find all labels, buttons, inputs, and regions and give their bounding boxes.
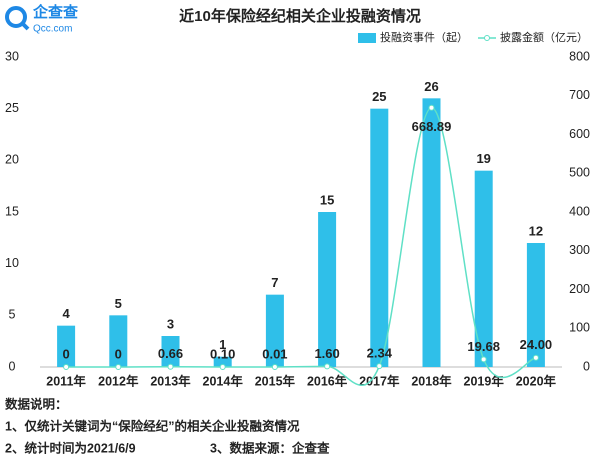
logo-site: Qcc.com	[33, 24, 72, 35]
y2-tick-label: 600	[569, 127, 590, 141]
line-point	[480, 356, 487, 363]
note: 1、仅统计关键词为“保险经纪”的相关企业投融资情况	[5, 418, 300, 433]
line-label: 0.01	[262, 346, 287, 361]
line-point	[532, 354, 539, 361]
note: 数据说明：	[4, 396, 68, 411]
y2-tick-label: 500	[569, 166, 590, 180]
legend-swatch	[484, 35, 490, 41]
line-point	[428, 104, 435, 111]
note: 3、数据来源：企查查	[210, 440, 330, 455]
bar-label: 3	[167, 316, 174, 331]
line-point	[219, 363, 226, 370]
line-point	[324, 363, 331, 370]
bar-label: 12	[529, 223, 543, 238]
line-label: 0	[62, 346, 69, 361]
x-tick-label: 2018年	[411, 373, 452, 388]
logo-name: 企查查	[32, 3, 79, 21]
y-tick-label: 5	[9, 308, 16, 322]
bar	[526, 243, 545, 367]
x-tick-label: 2017年	[359, 373, 400, 388]
bar-label: 5	[115, 296, 122, 311]
y2-tick-label: 300	[569, 243, 590, 257]
bar	[213, 356, 232, 367]
line-label: 0.10	[210, 346, 235, 361]
x-tick-label: 2014年	[203, 373, 244, 388]
y-tick-label: 0	[9, 359, 16, 373]
bar	[109, 315, 128, 367]
x-tick-label: 2015年	[255, 373, 296, 388]
bar-label: 1	[219, 337, 226, 352]
legend-label: 投融资事件（起）	[380, 30, 468, 44]
bar-label: 26	[424, 79, 438, 94]
bar-label: 25	[372, 89, 386, 104]
y2-tick-label: 200	[569, 282, 590, 296]
line	[66, 107, 537, 386]
y2-tick-label: 800	[569, 49, 590, 63]
legend-swatch	[358, 33, 376, 43]
line-label: 1.60	[314, 346, 339, 361]
line-label: 24.00	[520, 337, 553, 352]
x-tick-label: 2019年	[464, 373, 505, 388]
x-tick-label: 2011年	[46, 373, 86, 388]
x-tick-label: 2020年	[516, 373, 557, 388]
y-tick-label: 25	[5, 101, 19, 115]
bar	[422, 98, 441, 367]
line-point	[271, 363, 278, 370]
y-tick-label: 15	[5, 204, 19, 218]
line-point	[115, 364, 122, 370]
y-tick-label: 30	[5, 49, 19, 63]
y2-tick-label: 100	[569, 321, 590, 335]
line-point	[63, 364, 70, 370]
bar-label: 19	[476, 151, 490, 166]
bar	[161, 336, 180, 367]
bar-label: 4	[62, 306, 70, 321]
chart-title: 近10年保险经纪相关企业投融资情况	[179, 7, 421, 25]
bar	[370, 108, 389, 368]
logo-icon	[20, 21, 30, 31]
legend-label: 披露金额（亿元）	[500, 30, 588, 44]
bar-label: 15	[320, 192, 334, 207]
note: 2、统计时间为2021/6/9	[5, 440, 136, 455]
x-tick-label: 2012年	[98, 373, 139, 388]
bar-label: 7	[271, 275, 278, 290]
line-label: 0	[115, 346, 122, 361]
bar	[57, 325, 76, 367]
y2-tick-label: 0	[583, 359, 590, 373]
line-label: 668.89	[412, 119, 452, 134]
bar	[265, 294, 284, 367]
logo-icon	[5, 6, 27, 28]
y2-tick-label: 700	[569, 88, 590, 102]
y-tick-label: 20	[5, 153, 19, 167]
bar	[474, 170, 493, 367]
bar	[318, 212, 337, 367]
line-point	[167, 363, 174, 370]
x-tick-label: 2013年	[150, 373, 191, 388]
line-label: 0.66	[158, 346, 183, 361]
line-label: 2.34	[367, 346, 393, 361]
x-tick-label: 2016年	[307, 373, 348, 388]
line-label: 19.68	[467, 339, 500, 354]
line-point	[376, 363, 383, 370]
y2-tick-label: 400	[569, 204, 590, 218]
y-tick-label: 10	[5, 256, 19, 270]
